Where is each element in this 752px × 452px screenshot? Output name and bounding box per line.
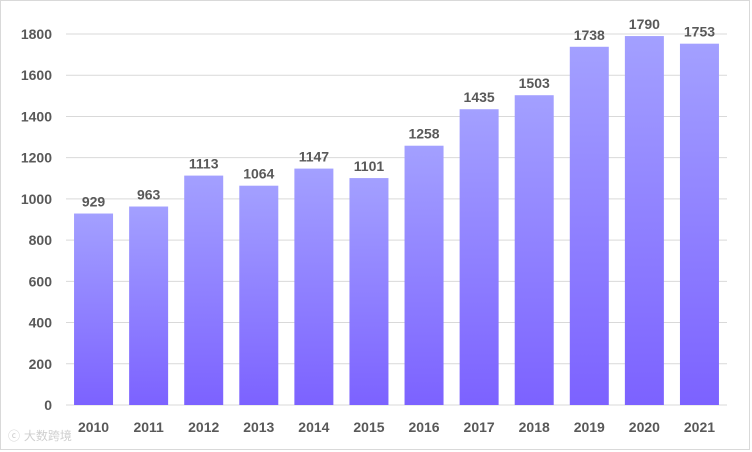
x-tick-label: 2016 xyxy=(408,419,439,435)
bar xyxy=(459,109,499,405)
data-labels: 929 963 1113 1064 1147 1101 1258 1435 1503 1738 17… xyxy=(82,16,715,209)
x-tick-label: 2019 xyxy=(574,419,605,435)
bar xyxy=(404,145,444,405)
bar-value-label: 963 xyxy=(137,187,161,203)
x-axis-ticks: 2010 2011 2012 2013 2014 2015 2016 2017 2018 2019… xyxy=(78,419,715,435)
bar-value-label: 1101 xyxy=(354,158,385,174)
x-tick-label: 2011 xyxy=(133,419,164,435)
y-axis-ticks: 0 200 400 600 800 1000 1200 1400 1600 1800 xyxy=(21,26,52,413)
bar-value-label: 1753 xyxy=(684,24,715,40)
bar-value-label: 1258 xyxy=(408,126,439,142)
bar-value-label: 1113 xyxy=(189,156,219,172)
x-tick-label: 2017 xyxy=(464,419,495,435)
y-tick-label: 200 xyxy=(29,356,53,372)
y-tick-label: 1200 xyxy=(21,150,52,166)
x-tick-label: 2021 xyxy=(684,419,715,435)
bar xyxy=(129,206,169,405)
watermark-text: 大数跨境 xyxy=(23,429,72,443)
bar xyxy=(679,43,719,405)
y-tick-label: 1400 xyxy=(21,108,52,124)
x-tick-label: 2018 xyxy=(519,419,550,435)
y-tick-label: 1800 xyxy=(21,26,52,42)
bar-value-label: 1147 xyxy=(299,149,330,165)
watermark-icon: ⓒ xyxy=(8,429,21,443)
bar xyxy=(569,46,609,405)
bar-value-label: 1064 xyxy=(243,166,274,182)
x-tick-label: 2013 xyxy=(243,419,274,435)
bar-value-label: 929 xyxy=(82,194,106,210)
x-tick-label: 2014 xyxy=(298,419,329,435)
x-tick-label: 2015 xyxy=(353,419,384,435)
bar xyxy=(624,36,664,406)
y-tick-label: 1600 xyxy=(21,67,52,83)
x-tick-label: 2012 xyxy=(188,419,219,435)
bar xyxy=(294,168,334,405)
bar xyxy=(74,213,114,405)
watermark: ⓒ 大数跨境 xyxy=(8,427,72,444)
y-tick-label: 400 xyxy=(29,315,53,331)
bar-value-label: 1790 xyxy=(629,16,660,32)
bar xyxy=(514,95,554,405)
bar xyxy=(349,178,389,405)
y-tick-label: 1000 xyxy=(21,191,52,207)
bar-value-label: 1738 xyxy=(574,27,605,43)
x-tick-label: 2010 xyxy=(78,419,109,435)
bar xyxy=(184,175,224,405)
gridlines xyxy=(66,33,727,406)
bars xyxy=(74,36,719,406)
x-tick-label: 2020 xyxy=(629,419,660,435)
y-tick-label: 800 xyxy=(29,232,53,248)
bar-value-label: 1503 xyxy=(519,75,550,91)
y-tick-label: 600 xyxy=(29,273,53,289)
bar-value-label: 1435 xyxy=(464,89,495,105)
bar xyxy=(239,185,279,405)
y-tick-label: 0 xyxy=(44,397,52,413)
